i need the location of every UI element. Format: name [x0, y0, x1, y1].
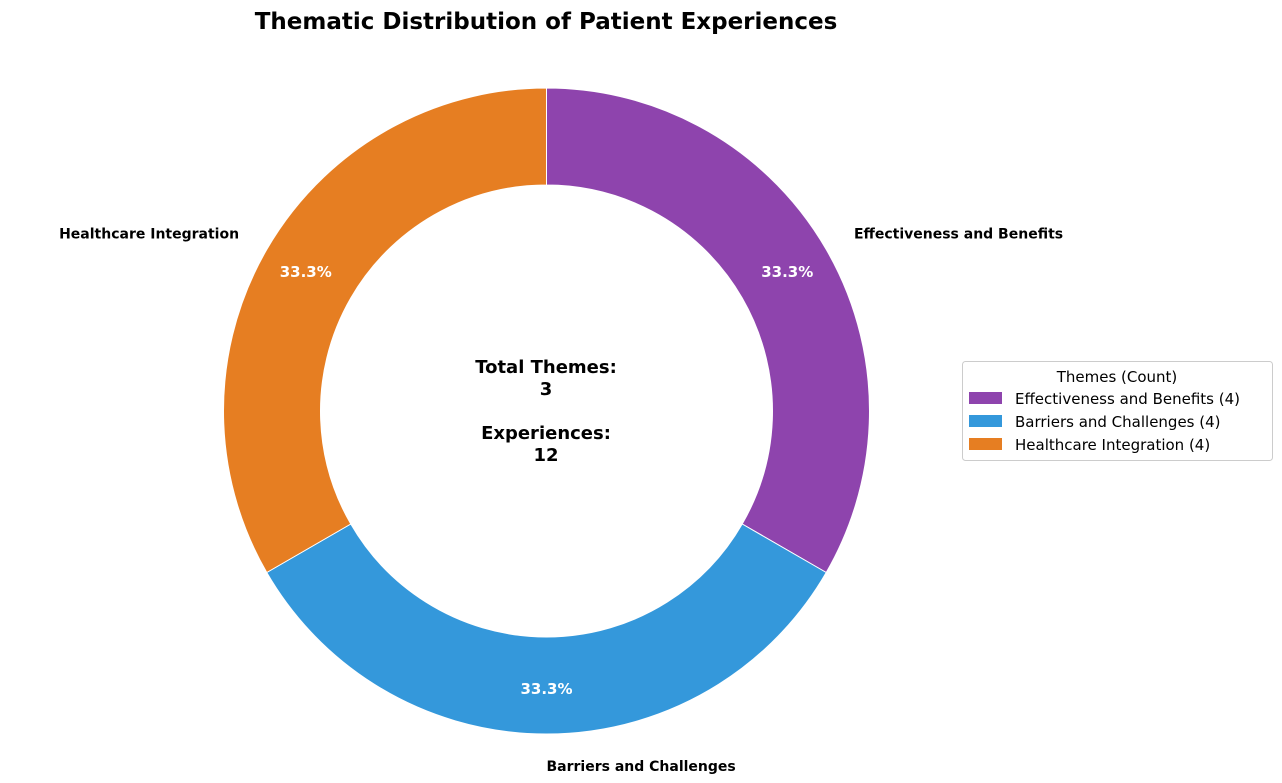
category-labels: Effectiveness and Benefits Barriers and C… [59, 227, 1063, 776]
category-label-effectiveness-and-benefits: Effectiveness and Benefits [854, 227, 1063, 243]
legend-label-healthcare-integration: Healthcare Integration (4) [1015, 436, 1210, 454]
center-experiences-value: 12 [533, 445, 558, 466]
center-total-themes-label: Total Themes: [475, 357, 617, 378]
category-label-healthcare-integration: Healthcare Integration [59, 227, 239, 243]
legend: Themes (Count) Effectiveness and Benefit… [962, 361, 1273, 461]
slice-barriers-and-challenges [266, 523, 827, 735]
slice-effectiveness-and-benefits [546, 87, 870, 574]
percent-label-effectiveness-and-benefits: 33.3% [761, 263, 813, 281]
legend-swatch-barriers-and-challenges [969, 415, 1002, 427]
percent-label-healthcare-integration: 33.3% [280, 263, 332, 281]
legend-label-barriers-and-challenges: Barriers and Challenges (4) [1015, 413, 1221, 431]
legend-swatch-healthcare-integration [969, 438, 1002, 450]
center-experiences-label: Experiences: [481, 423, 611, 444]
legend-label-effectiveness-and-benefits: Effectiveness and Benefits (4) [1015, 390, 1240, 408]
slice-healthcare-integration [223, 87, 547, 574]
center-summary: Total Themes: 3 Experiences: 12 [475, 357, 617, 466]
donut-slices [223, 87, 870, 735]
percent-label-barriers-and-challenges: 33.3% [520, 680, 572, 698]
legend-title: Themes (Count) [1056, 368, 1178, 386]
chart-title: Thematic Distribution of Patient Experie… [255, 9, 838, 35]
legend-swatch-effectiveness-and-benefits [969, 392, 1002, 404]
center-total-themes-value: 3 [540, 379, 553, 400]
percent-labels: 33.3% 33.3% 33.3% [280, 263, 814, 698]
category-label-barriers-and-challenges: Barriers and Challenges [547, 759, 736, 775]
legend-frame [962, 361, 1273, 461]
legend-entries: Effectiveness and Benefits (4) Barriers a… [969, 390, 1240, 454]
